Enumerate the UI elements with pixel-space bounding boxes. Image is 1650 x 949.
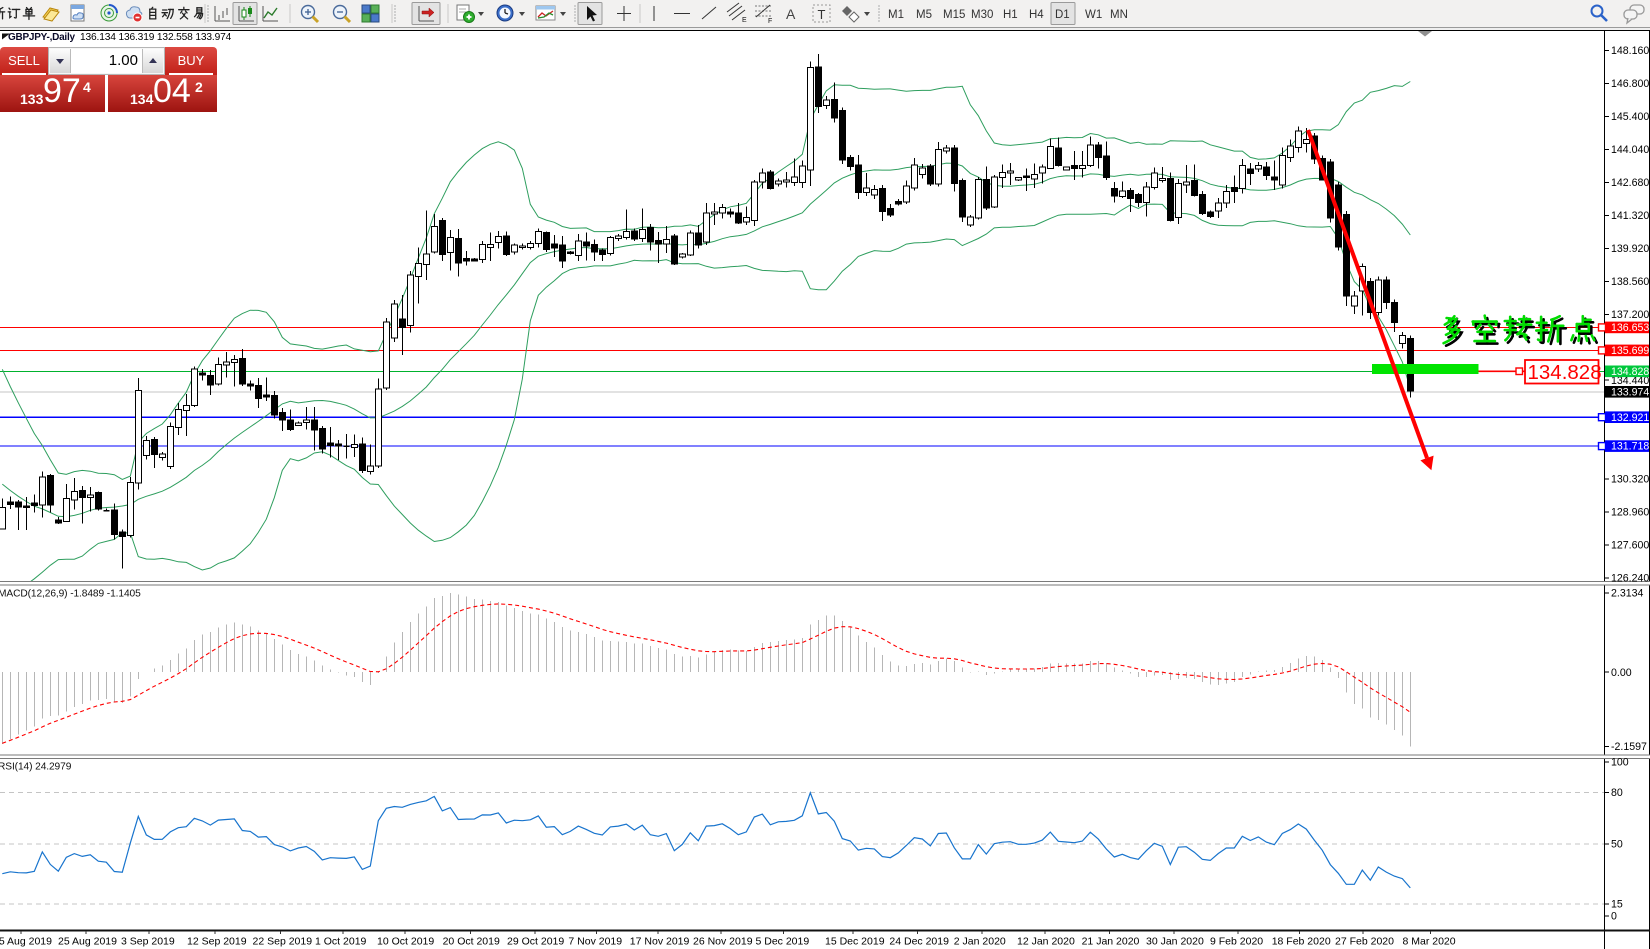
svg-text:136.653: 136.653 xyxy=(1611,322,1649,334)
svg-text:GBPJPY-,Daily: GBPJPY-,Daily xyxy=(8,32,75,43)
svg-text:25 Aug 2019: 25 Aug 2019 xyxy=(58,936,117,948)
svg-text:126.240: 126.240 xyxy=(1611,573,1649,585)
svg-text:100: 100 xyxy=(1611,757,1629,769)
svg-text:12 Sep 2019: 12 Sep 2019 xyxy=(187,936,247,948)
svg-text:136.134 136.319 132.558 133.97: 136.134 136.319 132.558 133.974 xyxy=(80,32,232,43)
svg-text:8 Mar 2020: 8 Mar 2020 xyxy=(1403,936,1456,948)
svg-text:9 Feb 2020: 9 Feb 2020 xyxy=(1210,936,1263,948)
svg-text:12 Jan 2020: 12 Jan 2020 xyxy=(1017,936,1075,948)
svg-text:138.560: 138.560 xyxy=(1611,276,1649,288)
svg-text:RSI(14) 24.2979: RSI(14) 24.2979 xyxy=(0,762,72,773)
svg-text:15: 15 xyxy=(1611,898,1623,910)
svg-text:142.680: 142.680 xyxy=(1611,177,1649,189)
svg-text:15 Dec 2019: 15 Dec 2019 xyxy=(825,936,885,948)
svg-text:18 Feb 2020: 18 Feb 2020 xyxy=(1272,936,1331,948)
svg-text:148.160: 148.160 xyxy=(1611,45,1649,57)
svg-text:80: 80 xyxy=(1611,787,1623,799)
svg-text:22 Sep 2019: 22 Sep 2019 xyxy=(253,936,313,948)
svg-text:134.440: 134.440 xyxy=(1611,375,1649,387)
svg-text:133.974: 133.974 xyxy=(1611,386,1649,398)
svg-text:21 Jan 2020: 21 Jan 2020 xyxy=(1082,936,1140,948)
svg-text:134.828: 134.828 xyxy=(1611,366,1649,378)
svg-text:A: A xyxy=(786,6,796,22)
svg-text:E: E xyxy=(742,17,747,24)
svg-text:15 Aug 2019: 15 Aug 2019 xyxy=(0,936,52,948)
svg-text:3 Sep 2019: 3 Sep 2019 xyxy=(121,936,175,948)
svg-text:30 Jan 2020: 30 Jan 2020 xyxy=(1146,936,1204,948)
svg-text:W1: W1 xyxy=(1085,9,1102,21)
svg-text:2.3134: 2.3134 xyxy=(1611,587,1644,599)
svg-text:-2.1597: -2.1597 xyxy=(1611,741,1647,753)
svg-text:H1: H1 xyxy=(1003,9,1018,21)
svg-text:137.200: 137.200 xyxy=(1611,309,1649,321)
svg-text:24 Dec 2019: 24 Dec 2019 xyxy=(889,936,949,948)
svg-text:145.400: 145.400 xyxy=(1611,111,1649,123)
svg-text:27 Feb 2020: 27 Feb 2020 xyxy=(1335,936,1394,948)
svg-text:D1: D1 xyxy=(1055,9,1070,21)
svg-text:50: 50 xyxy=(1611,838,1623,850)
svg-text:H4: H4 xyxy=(1029,9,1044,21)
svg-text:0.00: 0.00 xyxy=(1611,667,1632,679)
svg-text:T: T xyxy=(818,7,826,22)
svg-text:M5: M5 xyxy=(916,9,932,21)
svg-text:130.320: 130.320 xyxy=(1611,474,1649,486)
svg-text:128.960: 128.960 xyxy=(1611,507,1649,519)
svg-text:146.800: 146.800 xyxy=(1611,78,1649,90)
svg-text:0: 0 xyxy=(1611,911,1617,923)
svg-text:M1: M1 xyxy=(888,9,904,21)
svg-text:132.921: 132.921 xyxy=(1611,412,1649,424)
svg-text:127.600: 127.600 xyxy=(1611,540,1649,552)
svg-text:5 Dec 2019: 5 Dec 2019 xyxy=(756,936,810,948)
svg-text:F: F xyxy=(768,18,772,25)
svg-text:MN: MN xyxy=(1110,9,1128,21)
svg-text:20 Oct 2019: 20 Oct 2019 xyxy=(443,936,500,948)
svg-text:M30: M30 xyxy=(971,9,993,21)
svg-text:7 Nov 2019: 7 Nov 2019 xyxy=(568,936,622,948)
svg-text:135.699: 135.699 xyxy=(1611,345,1649,357)
svg-text:M15: M15 xyxy=(943,9,965,21)
svg-text:MACD(12,26,9) -1.8489 -1.1405: MACD(12,26,9) -1.8489 -1.1405 xyxy=(0,589,141,600)
svg-text:1 Oct 2019: 1 Oct 2019 xyxy=(315,936,367,948)
svg-text:139.920: 139.920 xyxy=(1611,243,1649,255)
svg-text:131.718: 131.718 xyxy=(1611,441,1649,453)
svg-text:144.040: 144.040 xyxy=(1611,144,1649,156)
svg-text:134.828: 134.828 xyxy=(1528,361,1602,384)
svg-text:17 Nov 2019: 17 Nov 2019 xyxy=(630,936,690,948)
svg-text:26 Nov 2019: 26 Nov 2019 xyxy=(693,936,753,948)
svg-text:2 Jan 2020: 2 Jan 2020 xyxy=(954,936,1006,948)
svg-text:29 Oct 2019: 29 Oct 2019 xyxy=(507,936,564,948)
svg-text:141.320: 141.320 xyxy=(1611,210,1649,222)
svg-text:10 Oct 2019: 10 Oct 2019 xyxy=(377,936,434,948)
